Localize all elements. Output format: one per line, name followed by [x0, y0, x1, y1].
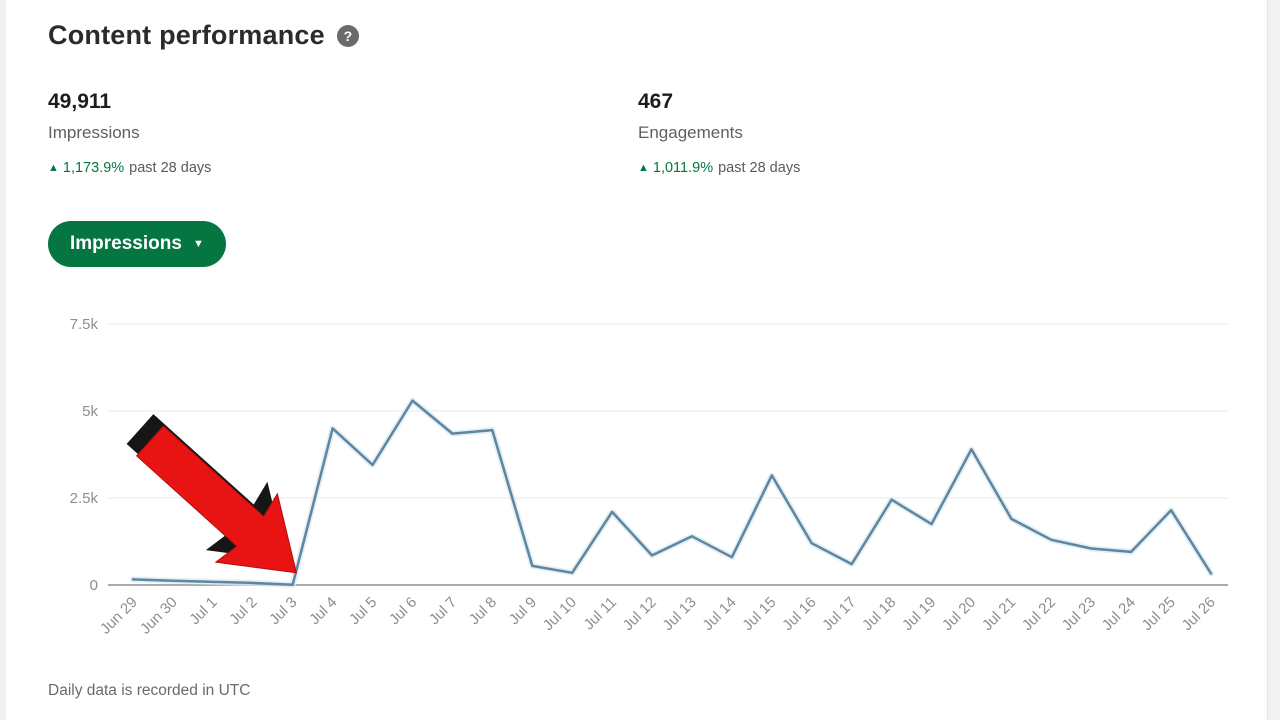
svg-text:Jul 14: Jul 14: [699, 594, 739, 634]
impressions-change-pct: 1,173.9%: [62, 160, 125, 176]
svg-text:Jul 22: Jul 22: [1019, 594, 1059, 634]
svg-text:Jul 10: Jul 10: [540, 594, 580, 634]
svg-text:Jul 19: Jul 19: [899, 594, 939, 634]
scrollbar-track[interactable]: [1267, 0, 1280, 720]
impressions-value: 49,911: [48, 90, 112, 113]
svg-text:Jul 23: Jul 23: [1059, 594, 1099, 634]
svg-text:Jul 4: Jul 4: [306, 594, 340, 628]
engagements-change-pct: 1,011.9%: [652, 160, 714, 176]
svg-text:Jul 26: Jul 26: [1179, 594, 1219, 634]
svg-text:Jul 2: Jul 2: [226, 594, 260, 628]
svg-text:0: 0: [90, 577, 98, 594]
engagements-change: ▲ 1,011.9% past 28 days: [638, 160, 1228, 176]
increase-triangle-icon: ▲: [48, 162, 59, 174]
engagements-change-period: past 28 days: [718, 160, 801, 176]
svg-text:Jul 21: Jul 21: [979, 594, 1019, 634]
svg-text:5k: 5k: [82, 403, 98, 420]
svg-text:Jul 5: Jul 5: [346, 594, 380, 628]
svg-text:Jul 17: Jul 17: [819, 594, 859, 634]
svg-text:Jul 1: Jul 1: [186, 594, 220, 628]
red-arrow-annotation: [126, 414, 298, 574]
svg-text:Jul 15: Jul 15: [739, 594, 779, 634]
svg-text:Jul 25: Jul 25: [1139, 594, 1179, 634]
svg-text:Jul 12: Jul 12: [620, 594, 660, 634]
impressions-stat: 49,911 Impressions ▲ 1,173.9% past 28 da…: [48, 90, 638, 176]
page-title: Content performance: [48, 20, 325, 50]
svg-text:Jun 30: Jun 30: [137, 594, 181, 638]
svg-text:7.5k: 7.5k: [70, 316, 99, 333]
increase-triangle-icon: ▲: [638, 162, 649, 174]
svg-text:Jul 3: Jul 3: [266, 594, 300, 628]
engagements-stat: 467 Engagements ▲ 1,011.9% past 28 days: [638, 90, 1228, 176]
svg-text:Jul 9: Jul 9: [506, 594, 540, 628]
engagements-label: Engagements: [638, 123, 743, 142]
impressions-change-period: past 28 days: [129, 160, 212, 176]
impressions-series-line: [130, 397, 1214, 588]
chevron-down-icon: ▼: [192, 237, 204, 250]
utc-data-note: Daily data is recorded in UTC: [48, 682, 251, 699]
svg-text:Jul 16: Jul 16: [779, 594, 819, 634]
help-icon[interactable]: ?: [336, 24, 359, 47]
svg-text:Jul 13: Jul 13: [659, 594, 699, 634]
svg-text:Jul 8: Jul 8: [466, 594, 500, 628]
svg-text:2.5k: 2.5k: [70, 490, 99, 507]
impressions-change: ▲ 1,173.9% past 28 days: [48, 160, 638, 176]
engagements-value: 467: [638, 90, 674, 113]
stats-row: 49,911 Impressions ▲ 1,173.9% past 28 da…: [48, 90, 1228, 176]
metric-dropdown-button[interactable]: Impressions ▼: [48, 221, 226, 267]
svg-text:Jul 24: Jul 24: [1099, 594, 1139, 634]
y-axis-labels: 0 2.5k 5k 7.5k: [70, 316, 99, 594]
header: Content performance ?: [48, 20, 359, 51]
svg-text:Jul 20: Jul 20: [939, 594, 979, 634]
svg-text:Jul 18: Jul 18: [859, 594, 899, 634]
left-edge-strip: [0, 0, 6, 720]
metric-dropdown-label: Impressions: [70, 233, 182, 254]
svg-text:Jul 6: Jul 6: [386, 594, 420, 628]
impressions-label: Impressions: [48, 123, 140, 142]
svg-text:Jul 11: Jul 11: [580, 594, 620, 634]
svg-text:Jun 29: Jun 29: [97, 594, 141, 638]
svg-text:Jul 7: Jul 7: [426, 594, 460, 628]
